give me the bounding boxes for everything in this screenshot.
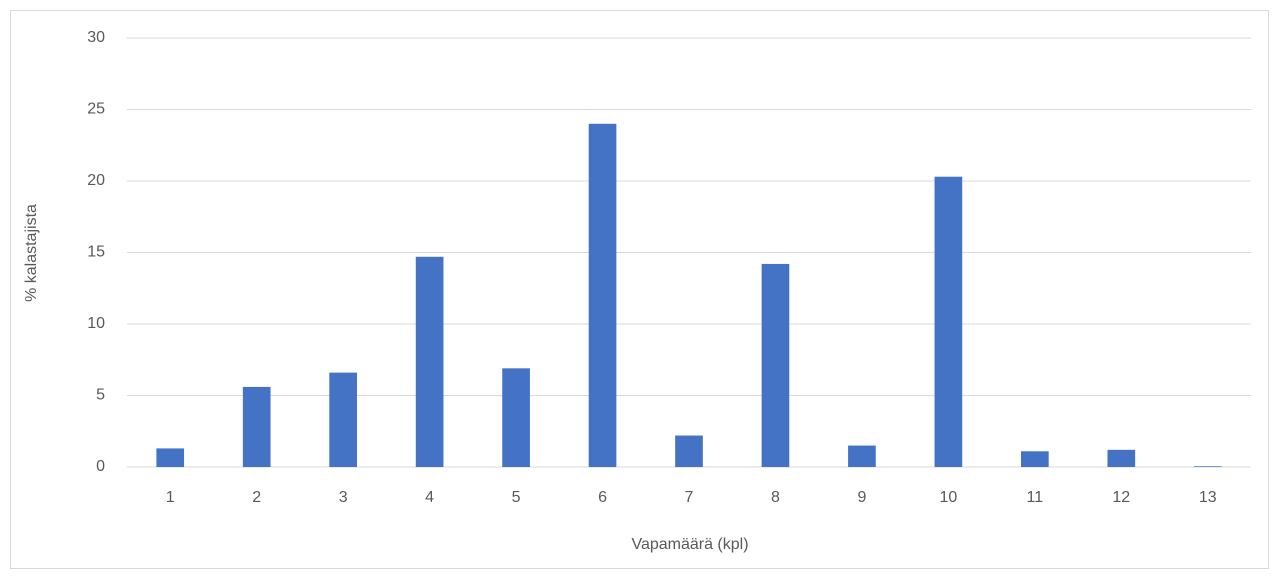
x-tick-label: 8	[771, 489, 780, 506]
x-tick-label: 6	[598, 489, 607, 506]
bar	[1107, 449, 1136, 467]
x-tick-label: 4	[425, 489, 434, 506]
y-tick-label: 15	[87, 244, 105, 261]
bar	[1193, 466, 1222, 467]
bar	[502, 368, 530, 467]
x-tick-label: 3	[339, 489, 348, 506]
bar	[848, 445, 876, 467]
x-tick-label: 10	[939, 489, 957, 506]
x-tick-label: 1	[166, 489, 175, 506]
x-tick-label: 13	[1199, 489, 1217, 506]
x-axis-title: Vapamäärä (kpl)	[631, 536, 748, 553]
bar	[242, 386, 271, 467]
x-tick-label: 7	[685, 489, 694, 506]
x-tick-label: 11	[1027, 489, 1044, 506]
bar	[156, 448, 185, 467]
y-tick-label: 0	[96, 458, 105, 475]
x-tick-label: 2	[252, 489, 261, 506]
x-tick-label: 5	[512, 489, 521, 506]
bar	[934, 176, 963, 467]
y-tick-label: 5	[96, 387, 105, 404]
bar	[588, 123, 617, 468]
chart-frame	[10, 10, 1269, 569]
y-axis-title: % kalastajista	[23, 204, 40, 302]
y-tick-label: 10	[87, 315, 105, 332]
x-tick-label: 12	[1112, 489, 1130, 506]
y-tick-label: 25	[87, 101, 105, 118]
bar	[761, 263, 790, 467]
bar	[1021, 451, 1049, 467]
y-tick-label: 30	[87, 29, 105, 46]
bar	[329, 372, 357, 467]
bar	[675, 435, 703, 467]
y-tick-label: 20	[87, 172, 105, 189]
x-tick-label: 9	[857, 489, 866, 506]
bar	[415, 256, 444, 467]
